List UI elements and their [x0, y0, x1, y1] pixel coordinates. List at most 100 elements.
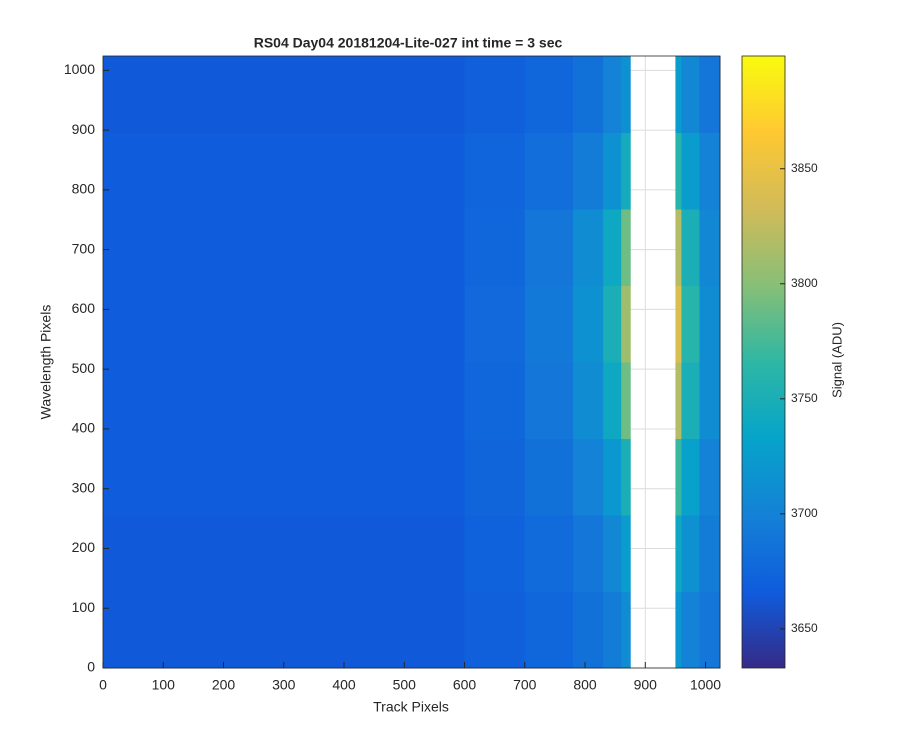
y-tick-label: 500: [72, 360, 96, 376]
heatmap-cell: [699, 132, 721, 210]
colorbar-tick-label: 3650: [791, 621, 818, 635]
heatmap-cell: [603, 362, 622, 439]
y-tick-label: 200: [72, 539, 96, 555]
x-axis-label: Track Pixels: [373, 699, 449, 715]
heatmap-cell: [621, 285, 631, 363]
heatmap-cell: [572, 285, 604, 363]
heatmap-cell: [103, 285, 466, 363]
heatmap-cell: [603, 438, 622, 516]
heatmap-cell: [675, 209, 682, 286]
heatmap-cell: [603, 209, 622, 286]
colorbar-tick-label: 3750: [791, 391, 818, 405]
heatmap-cell: [524, 132, 574, 210]
x-tick-label: 700: [513, 677, 537, 693]
heatmap-cell: [464, 132, 526, 210]
heatmap-cell: [699, 56, 721, 133]
heatmap-cell: [524, 362, 574, 439]
y-tick-label: 700: [72, 240, 96, 256]
y-tick-label: 100: [72, 599, 96, 615]
colorbar-tick-label: 3700: [791, 506, 818, 520]
heatmap-cell: [681, 591, 701, 669]
heatmap-cell: [572, 438, 604, 516]
heatmap-cell: [103, 56, 466, 133]
heatmap-cell: [524, 591, 574, 669]
colorbar-tick-label: 3800: [791, 276, 818, 290]
heatmap-cell: [675, 438, 682, 516]
heatmap-cell: [103, 438, 466, 516]
x-tick-label: 1000: [690, 677, 721, 693]
y-tick-label: 600: [72, 300, 96, 316]
heatmap-cell: [675, 132, 682, 210]
heatmap-cell: [675, 56, 682, 133]
heatmap-cell: [675, 362, 682, 439]
heatmap-cell: [699, 515, 721, 592]
heatmap-cell: [681, 132, 701, 210]
y-axis-label: Wavelength Pixels: [38, 305, 54, 420]
heatmap-cell: [572, 515, 604, 592]
colorbar: [741, 55, 786, 669]
heatmap-cell: [681, 209, 701, 286]
heatmap-cell: [699, 285, 721, 363]
heatmap-cell: [103, 591, 466, 669]
heatmap-cell: [524, 56, 574, 133]
y-tick-label: 400: [72, 420, 96, 436]
heatmap-cell: [524, 438, 574, 516]
heatmap-cell: [572, 209, 604, 286]
x-tick-label: 0: [99, 677, 107, 693]
heatmap-cell: [572, 362, 604, 439]
heatmap-cell: [621, 132, 631, 210]
heatmap-cell: [681, 515, 701, 592]
heatmap-cell: [699, 209, 721, 286]
heatmap-cell: [621, 209, 631, 286]
heatmap-cell: [699, 362, 721, 439]
y-tick-label: 300: [72, 479, 96, 495]
heatmap-cell: [103, 132, 466, 210]
heatmap-cell: [621, 56, 631, 133]
heatmap-cell: [103, 209, 466, 286]
x-tick-label: 400: [332, 677, 356, 693]
heatmap-cell: [675, 515, 682, 592]
heatmap-cell: [464, 209, 526, 286]
axes-box: [102, 55, 721, 669]
colorbar-label: Signal (ADU): [829, 322, 844, 398]
heatmap-cell: [524, 515, 574, 592]
heatmap-cell: [681, 285, 701, 363]
x-tick-label: 800: [573, 677, 597, 693]
heatmap-cell: [603, 591, 622, 669]
heatmap-cell: [681, 362, 701, 439]
y-tick-label: 800: [72, 181, 96, 197]
heatmap-cell: [572, 132, 604, 210]
heatmap-cell: [103, 515, 466, 592]
heatmap-cell: [603, 285, 622, 363]
heatmap-cell: [464, 362, 526, 439]
heatmap-cell: [675, 591, 682, 669]
heatmap-cell: [621, 591, 631, 669]
heatmap-cell: [103, 362, 466, 439]
heatmap-cell: [681, 438, 701, 516]
heatmap-cell: [464, 56, 526, 133]
heatmap-cell: [524, 209, 574, 286]
heatmap-cell: [572, 56, 604, 133]
heatmap-cell: [464, 438, 526, 516]
heatmap-cell: [699, 438, 721, 516]
heatmap-cell: [681, 56, 701, 133]
x-tick-label: 500: [393, 677, 417, 693]
x-tick-label: 300: [272, 677, 296, 693]
heatmap-cell: [603, 56, 622, 133]
x-tick-label: 900: [634, 677, 658, 693]
heatmap-cell: [464, 285, 526, 363]
colorbar-tick-label: 3850: [791, 161, 818, 175]
y-tick-label: 1000: [64, 61, 95, 77]
x-tick-label: 200: [212, 677, 236, 693]
heatmap-cell: [621, 362, 631, 439]
heatmap-cell: [572, 591, 604, 669]
heatmap-cell: [464, 515, 526, 592]
heatmap-cell: [524, 285, 574, 363]
heatmap-cell: [699, 591, 721, 669]
heatmap-cell: [621, 515, 631, 592]
heatmap-cell: [464, 591, 526, 669]
x-tick-label: 600: [453, 677, 477, 693]
heatmap-cell: [621, 438, 631, 516]
y-tick-label: 900: [72, 121, 96, 137]
